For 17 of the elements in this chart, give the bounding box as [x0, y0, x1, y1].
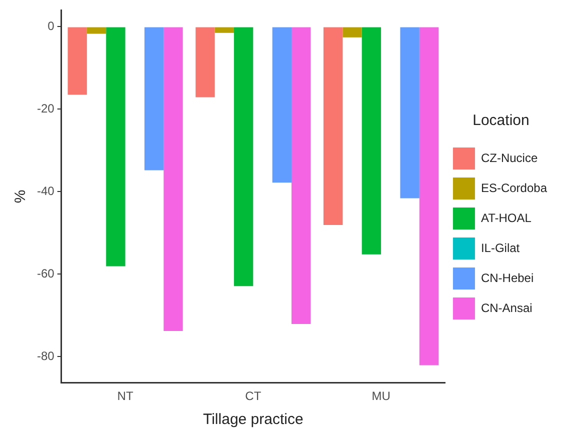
y-axis-title: %: [12, 190, 30, 204]
legend-label: IL-Gilat: [480, 240, 520, 255]
x-tick-label: CT: [245, 389, 262, 404]
legend-label: CN-Hebei: [480, 270, 534, 285]
x-tick-label: NT: [117, 389, 134, 404]
y-tick-label: -20: [37, 101, 55, 116]
y-tick-label: -60: [37, 266, 55, 280]
y-tick-label: -40: [37, 184, 55, 198]
legend-label: CZ-Nucice: [480, 150, 538, 165]
legend-title: Location: [472, 112, 530, 130]
y-tick-label: -80: [37, 348, 55, 363]
x-tick-label: MU: [372, 389, 390, 404]
legend-label: AT-HOAL: [480, 210, 532, 225]
legend-label: CN-Ansai: [480, 300, 532, 315]
x-axis-title: Tillage practice: [202, 411, 304, 428]
y-tick-label: 0: [48, 19, 55, 34]
legend-label: ES-Cordoba: [480, 180, 548, 195]
